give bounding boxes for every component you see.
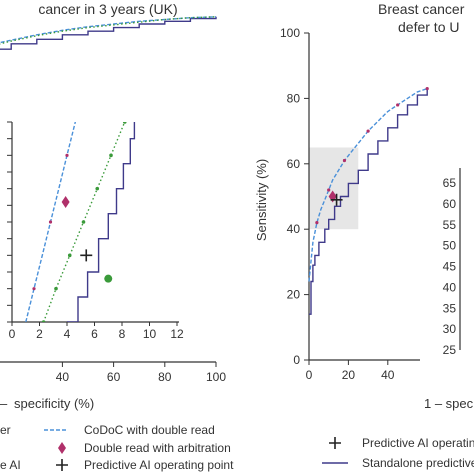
- right-y-tick-label: 20: [287, 288, 301, 302]
- left-inset-series-point: [48, 220, 53, 224]
- left-inset-series-line: [25, 122, 77, 322]
- legend-item-label: Standalone predictive: [362, 456, 474, 470]
- right-inset-y-tick-label: 50: [443, 239, 457, 253]
- right-chart-title-line-2: defer to U: [398, 19, 459, 35]
- left-x-tick-label: 60: [107, 370, 121, 384]
- right-inset-background: [420, 164, 474, 363]
- left-inset-marker: [80, 249, 93, 262]
- left-main-series-line: [0, 16, 217, 44]
- right-x-tick-label: 20: [342, 368, 356, 382]
- right-series-point: [327, 188, 331, 192]
- left-inset-series-point: [131, 104, 135, 108]
- left-inset-series-point: [81, 220, 86, 224]
- left-x-tick-label: 100: [206, 370, 226, 384]
- left-chart-title: cancer in 3 years (UK): [38, 1, 177, 17]
- left-main-plot: [0, 16, 217, 50]
- legend-item-label: er: [0, 423, 11, 437]
- left-x-axis: 40 60 80 100: [0, 361, 226, 384]
- legend-item-label: Double read with arbitration: [84, 441, 231, 455]
- left-inset-series-point: [109, 153, 113, 158]
- left-inset-x-tick-label: 6: [91, 327, 98, 341]
- left-inset-x-tick-label: 4: [64, 327, 71, 341]
- left-inset-series-point: [65, 153, 69, 157]
- left-x-tick-label: 40: [56, 370, 70, 384]
- right-y-tick-label: 100: [280, 26, 300, 40]
- right-x-tick-label: 40: [381, 368, 395, 382]
- left-inset-series-line: [67, 122, 136, 322]
- right-inset-y-tick-label: 65: [443, 176, 457, 190]
- left-inset-x-tick-label: 12: [170, 327, 184, 341]
- left-chart: cancer in 3 years (UK) 0 2 4 6 8 10 12 40 60 80 1…: [0, 1, 226, 411]
- left-inset-axes: [11, 122, 179, 323]
- left-main-series-line: [0, 16, 217, 50]
- right-marker: [330, 193, 343, 206]
- right-inset-plot: 25 30 35 40 45 50 55 60 65: [420, 164, 474, 363]
- legend-left: er CoDoC with double read Double read with…: [0, 423, 234, 472]
- legend-plus-swatch: [56, 459, 68, 471]
- left-inset-x-tick-label: 2: [36, 327, 43, 341]
- left-inset-series-group: [25, 104, 136, 322]
- left-x-axis-label: specificity (%): [14, 396, 94, 411]
- right-x-axis-label: 1 – spec: [424, 396, 474, 411]
- left-x-tick-label: 80: [158, 370, 172, 384]
- right-y-axis-label: Sensitivity (%): [254, 159, 269, 241]
- legend-plus-swatch: [329, 437, 341, 449]
- right-inset-y-tick-label: 35: [443, 301, 457, 315]
- right-inset-y-tick-label: 25: [443, 343, 457, 357]
- left-inset-marker: [104, 274, 113, 283]
- left-inset-x-tick-label: 0: [9, 327, 16, 341]
- right-chart-title-line-1: Breast cancer: [378, 1, 465, 17]
- legend-item-label: CoDoC with double read: [84, 423, 215, 437]
- right-y-tick-label: 80: [287, 91, 301, 105]
- left-inset-series-point: [41, 320, 46, 322]
- legend-diamond-swatch: [58, 442, 66, 454]
- right-series-point: [396, 103, 400, 107]
- right-series-point: [366, 129, 370, 133]
- legend-item-label: e AI: [0, 458, 21, 472]
- right-series-point: [342, 158, 347, 163]
- right-main-plot: 0 20 40 60 80 100 0 20 40: [280, 26, 474, 382]
- right-x-tick-label: 0: [306, 368, 313, 382]
- left-inset-plot: 0 2 4 6 8 10 12: [7, 104, 184, 341]
- right-series-line: [309, 88, 428, 315]
- legend-item-label: Predictive AI operating point: [84, 458, 234, 472]
- right-series-point: [425, 86, 429, 91]
- left-inset-x-tick-label: 10: [143, 327, 157, 341]
- right-y-tick-label: 40: [287, 222, 301, 236]
- right-inset-y-tick-label: 30: [443, 322, 457, 336]
- right-y-tick-label: 0: [293, 353, 300, 367]
- right-y-tick-label: 60: [287, 157, 301, 171]
- left-inset-series-point: [82, 104, 85, 107]
- right-chart: Breast cancer defer to U Sensitivity (%)…: [254, 1, 474, 411]
- left-inset-series-point: [32, 287, 36, 291]
- left-main-series-line: [0, 16, 217, 45]
- legend-item-label: Predictive AI operatin: [362, 436, 474, 450]
- left-inset-series-point: [67, 253, 72, 258]
- right-inset-y-tick-label: 55: [443, 218, 457, 232]
- legend-right: Predictive AI operatin Standalone predict…: [322, 436, 474, 470]
- zoom-region: [309, 147, 359, 230]
- right-inset-y-tick-label: 60: [443, 197, 457, 211]
- left-inset-x-tick-label: 8: [119, 327, 126, 341]
- left-x-axis-label-prefix: –: [0, 396, 8, 411]
- left-inset-series-point: [95, 186, 100, 191]
- right-series-line: [308, 87, 428, 282]
- left-inset-series-point: [54, 286, 58, 291]
- left-inset-marker: [61, 196, 70, 208]
- left-inset-series-point: [122, 122, 127, 124]
- right-series-point: [315, 221, 319, 225]
- right-inset-y-tick-label: 45: [443, 260, 457, 274]
- right-inset-y-tick-label: 40: [443, 280, 457, 294]
